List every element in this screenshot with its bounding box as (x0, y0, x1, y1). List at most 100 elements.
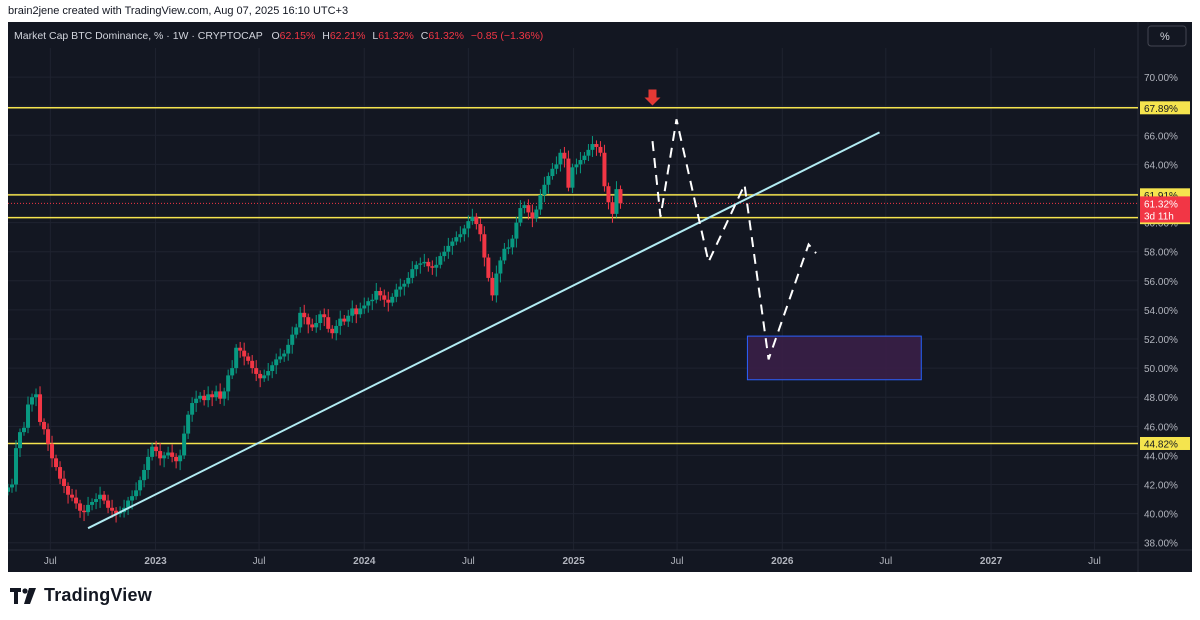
candle-body (390, 296, 395, 303)
candle-body (370, 299, 375, 302)
y-tick-label: 58.00% (1144, 248, 1178, 259)
candle-body (246, 356, 251, 361)
candle-body (566, 158, 571, 188)
price-chart[interactable]: Market Cap BTC Dominance, % · 1W · CRYPT… (8, 22, 1192, 572)
candle-body (182, 433, 187, 456)
candle-body (298, 312, 303, 328)
candle-body (494, 273, 499, 296)
projection-path[interactable] (651, 119, 817, 360)
candle-body (602, 152, 607, 187)
candle-body (442, 251, 447, 257)
candle-body (530, 212, 535, 219)
candle-body (582, 155, 587, 161)
candle-body (474, 216, 479, 225)
y-tick-label: 70.00% (1144, 73, 1178, 84)
candle-body (498, 260, 503, 274)
candle-body (158, 451, 163, 459)
candle-body (314, 323, 319, 328)
candle-body (394, 289, 399, 297)
candle-body (366, 301, 371, 306)
candle-body (506, 247, 511, 249)
candle-body (598, 146, 603, 153)
candle-body (574, 164, 579, 168)
candle-body (18, 432, 23, 449)
candle-body (50, 443, 55, 459)
trendline[interactable] (87, 131, 880, 530)
candle-body (198, 395, 203, 399)
candle-body (554, 164, 559, 169)
candle-body (306, 317, 311, 325)
candle-body (126, 500, 131, 508)
candle-body (290, 334, 295, 345)
candle-body (538, 194, 543, 210)
candle-body (330, 328, 335, 334)
candle-body (362, 305, 367, 309)
candle-body (578, 160, 583, 165)
candle-body (410, 269, 415, 278)
candle-body (214, 391, 219, 398)
candle-body (26, 404, 31, 428)
x-tick-label: 2026 (771, 556, 794, 567)
candle-body (438, 256, 443, 265)
candle-body (302, 312, 307, 318)
candle-body (254, 368, 259, 374)
candle-body (502, 248, 507, 261)
legend-c-label: C (421, 30, 429, 42)
legend-h-label: H (322, 30, 330, 42)
candle-body (286, 344, 291, 354)
candle-body (166, 452, 171, 456)
candle-body (270, 365, 275, 372)
y-tick-label: 66.00% (1144, 131, 1178, 142)
candle-body (450, 241, 455, 246)
candles (8, 136, 623, 523)
candle-body (326, 317, 331, 329)
candle-body (322, 314, 327, 318)
candle-body (210, 394, 215, 398)
legend-l-label: L (372, 30, 378, 42)
candle-body (202, 395, 207, 401)
candle-body (98, 494, 103, 500)
candle-body (190, 403, 195, 415)
x-tick-label: Jul (1088, 556, 1101, 567)
y-tick-label: 44.00% (1144, 451, 1178, 462)
candle-body (78, 503, 83, 511)
candle-body (94, 499, 99, 502)
candle-body (378, 290, 383, 296)
candle-body (514, 222, 519, 239)
scale-mode-button[interactable] (1147, 25, 1187, 47)
legend-h-value: 62.21% (330, 30, 366, 42)
candle-body (14, 448, 19, 485)
x-tick-label: Jul (462, 556, 475, 567)
time-axis[interactable]: Jul 2023 Jul 2024 Jul 2025 Jul 2026 Jul 2027 Jul (44, 556, 1101, 567)
candle-body (46, 429, 51, 444)
candle-body (346, 315, 351, 322)
candle-body (62, 478, 67, 486)
chart-legend: Market Cap BTC Dominance, % · 1W · CRYPT… (14, 30, 543, 42)
candle-body (110, 507, 115, 511)
candle-body (386, 299, 391, 303)
y-tick-label: 56.00% (1144, 277, 1178, 288)
horizontal-levels (8, 107, 1138, 445)
candle-body (222, 391, 227, 399)
tradingview-logo[interactable]: TradingView (10, 585, 152, 606)
y-tick-label: 48.00% (1144, 393, 1178, 404)
scale-mode-label: % (1160, 31, 1170, 43)
candle-body (266, 371, 271, 376)
candle-body (542, 184, 547, 195)
candle-body (238, 347, 243, 351)
x-tick-label: 2023 (144, 556, 167, 567)
candle-body (250, 360, 255, 369)
y-tick-label: 50.00% (1144, 364, 1178, 375)
candle-body (186, 414, 191, 434)
candle-body (466, 221, 471, 229)
candle-body (66, 485, 71, 495)
candle-body (338, 318, 343, 326)
candle-body (318, 314, 323, 324)
candle-body (170, 452, 175, 457)
candle-body (310, 324, 315, 328)
candle-body (226, 375, 231, 392)
candle-body (374, 290, 379, 300)
candle-body (206, 394, 211, 401)
y-tick-label: 40.00% (1144, 510, 1178, 521)
countdown-text: 3d 11h (1144, 211, 1174, 222)
